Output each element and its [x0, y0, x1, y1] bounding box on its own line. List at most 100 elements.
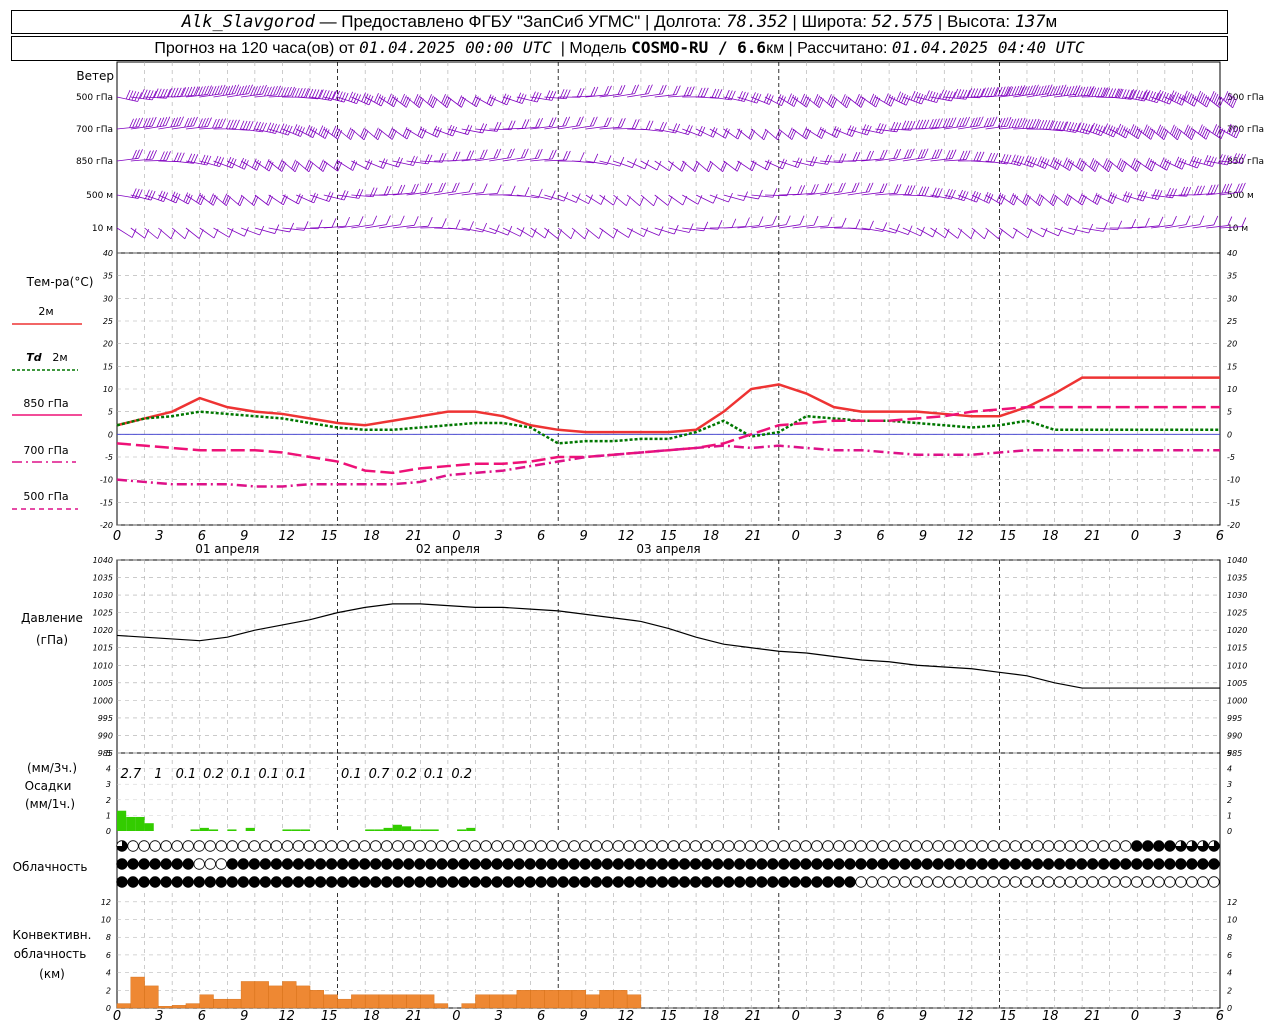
wind-barb — [1205, 124, 1226, 140]
wind-barb — [213, 84, 240, 98]
cloud-symbol — [678, 840, 691, 852]
temp-ytick-right: 0 — [1227, 430, 1232, 439]
precip-bar — [411, 829, 421, 831]
wind-barb — [185, 154, 212, 166]
convective-xtick: 3 — [834, 1009, 842, 1024]
cloud-symbol — [590, 858, 602, 870]
wind-barb — [1178, 185, 1205, 196]
convective-bar — [433, 1003, 449, 1009]
wind-barb — [599, 156, 625, 167]
cloud-symbol — [502, 840, 514, 852]
wind-barb — [819, 126, 842, 138]
wind-barb — [875, 148, 902, 162]
convective-xtick: 12 — [278, 1009, 295, 1024]
cloud-symbol — [667, 840, 680, 852]
wind-barb — [847, 182, 874, 196]
wind-barb — [916, 227, 938, 238]
temp-label: Тем-ра(°C) — [26, 275, 94, 289]
cloud-symbol — [171, 840, 183, 852]
wind-barb — [1013, 155, 1038, 168]
cloud-symbol — [689, 876, 702, 888]
convective-xtick: 9 — [919, 1009, 927, 1024]
wind-barb — [1150, 124, 1169, 141]
cloud-symbol — [579, 840, 591, 852]
wind-barb — [378, 127, 397, 140]
wind-barb — [268, 123, 293, 136]
temp-ytick-left: 10 — [103, 385, 113, 394]
cloud-symbol — [447, 858, 459, 870]
wind-barb — [323, 125, 343, 140]
wind-barb — [268, 222, 295, 233]
wind-barb — [337, 91, 362, 104]
wind-barb — [778, 93, 799, 107]
station-name: Alk_Slavgorod — [181, 12, 315, 32]
wind-barb — [461, 149, 488, 162]
precip-3h-label: 0.1 — [231, 767, 252, 782]
wind-barb — [930, 149, 957, 162]
convective-bar — [337, 998, 352, 1009]
cloud-symbol — [160, 876, 172, 888]
convective-ytick-right: 10 — [1227, 916, 1237, 925]
cloud-symbol — [381, 858, 393, 870]
wind-barb — [806, 154, 833, 165]
cloud-symbol — [568, 840, 580, 852]
precip-ytick-right: 3 — [1227, 780, 1232, 789]
wind-barb — [544, 150, 571, 162]
cloud-symbol — [645, 858, 658, 870]
wind-barb — [158, 227, 176, 240]
pressure-ytick-left: 1030 — [93, 591, 113, 600]
cloud-symbol — [932, 876, 944, 888]
convective-bar — [351, 994, 366, 1009]
wind-barb — [695, 194, 718, 204]
cloud-symbol — [557, 840, 569, 852]
cloud-symbol — [215, 858, 227, 870]
wind-barb — [971, 191, 994, 204]
wind-barb — [737, 92, 762, 104]
wind-barb — [682, 125, 706, 137]
cloud-symbol — [954, 876, 966, 888]
wind-barb — [888, 225, 913, 235]
temp-ytick-left: -20 — [100, 521, 113, 530]
wind-barb — [778, 215, 805, 229]
wind-barb — [930, 117, 957, 130]
cloud-symbol — [557, 858, 569, 870]
wind-barb — [792, 127, 811, 140]
cloud-symbol — [1186, 876, 1198, 888]
convective-bar — [268, 985, 283, 1009]
cloud-symbol — [579, 876, 591, 888]
wind-barb — [792, 156, 818, 167]
cloud-symbol — [480, 840, 492, 852]
convective-xtick: 0 — [452, 1009, 460, 1024]
wind-barb — [254, 85, 281, 98]
legend-t850-label: 850 гПа — [23, 397, 68, 410]
precip-bar — [117, 810, 127, 831]
wind-barb — [709, 192, 733, 203]
convective-ytick-left: 2 — [106, 986, 111, 995]
wind-barb — [1205, 90, 1224, 108]
wind-barb — [489, 120, 516, 131]
precip-3h-label: 0.2 — [203, 767, 224, 782]
convective-ytick-left: 8 — [106, 933, 111, 942]
wind-barb — [640, 194, 659, 207]
temp-ytick-left: 25 — [103, 317, 113, 326]
wind-level-label-left: 850 гПа — [76, 157, 113, 167]
wind-barb — [1026, 193, 1045, 207]
temp-xtick: 15 — [321, 529, 338, 544]
wind-barb — [240, 158, 262, 171]
cloud-symbol — [248, 858, 261, 870]
cloud-symbol — [1009, 858, 1022, 870]
cloud-symbol — [259, 840, 272, 852]
convective-bar — [185, 1003, 200, 1009]
precip-3h-label: 0.1 — [424, 767, 445, 782]
cloud-symbol — [756, 858, 768, 870]
cloud-symbol — [1075, 876, 1088, 888]
forecast-start: 01.04.2025 00:00 UTC — [359, 38, 552, 57]
cloud-symbol — [601, 876, 614, 888]
pressure-ytick-left: 990 — [98, 731, 113, 740]
cloud-symbol — [1186, 858, 1198, 870]
convective-label-1: Конвективн. — [13, 928, 92, 942]
convective-label-2: облачность — [14, 947, 87, 961]
cloud-symbol — [237, 858, 250, 870]
wind-barb — [668, 223, 694, 233]
cloud-symbol — [811, 876, 823, 888]
